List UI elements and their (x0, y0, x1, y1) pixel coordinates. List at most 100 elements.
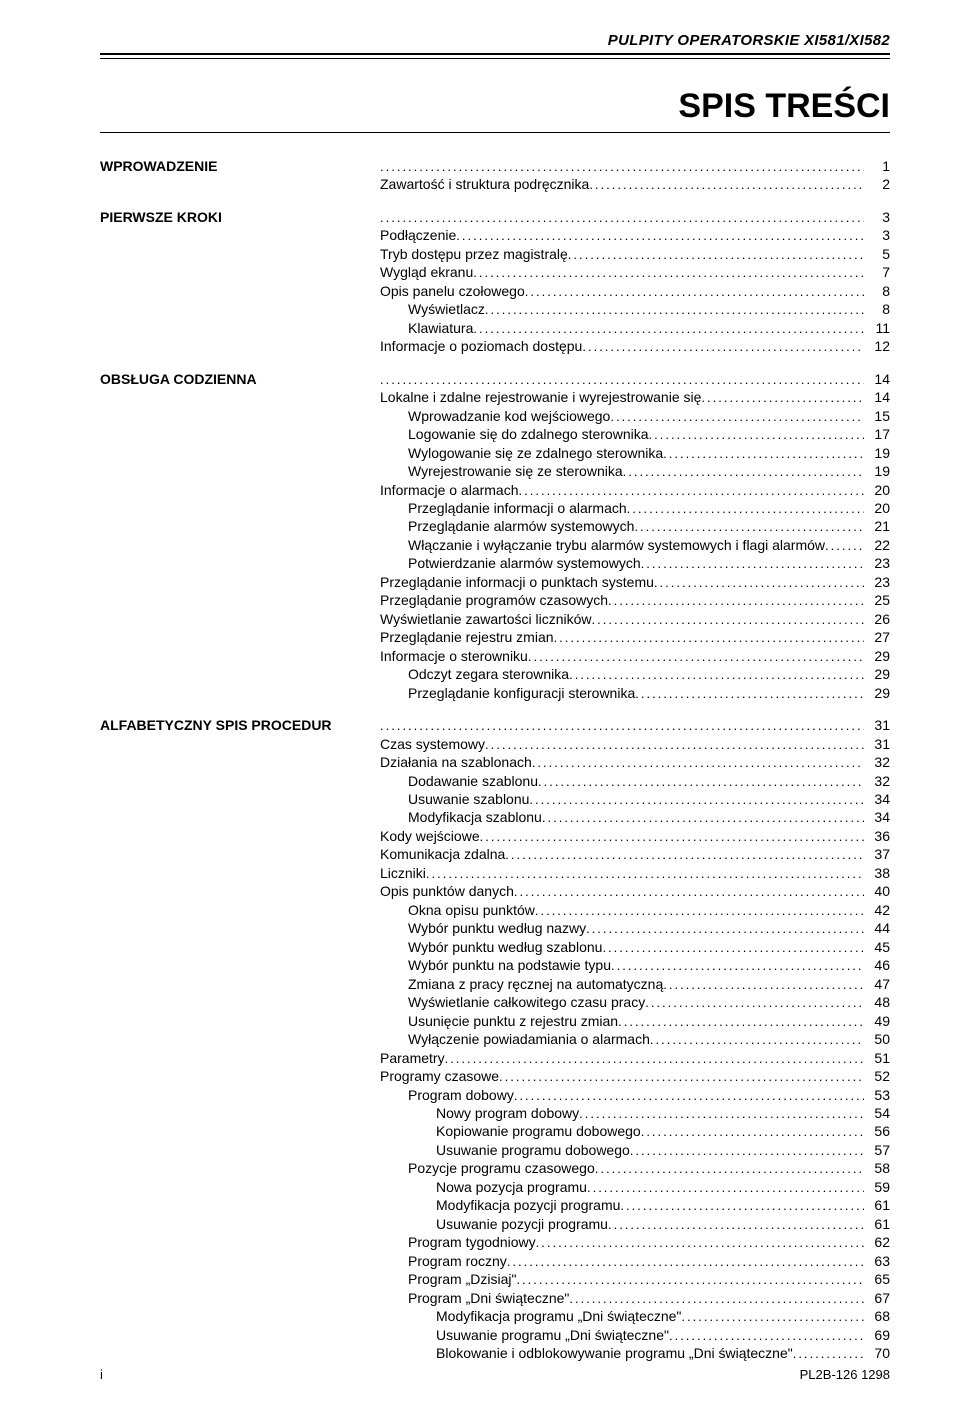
toc-entry-text: Opis panelu czołowego (380, 282, 525, 300)
toc-entry-row: Przeglądanie informacji o punktach syste… (100, 573, 890, 591)
toc-leader (641, 555, 864, 572)
toc-leader (380, 209, 864, 226)
toc-leader (505, 846, 864, 863)
toc-entry-row: Wybór punktu na podstawie typu 46 (100, 956, 890, 974)
toc-leader (649, 426, 865, 443)
toc-entry-row: Program „Dzisiaj" 65 (100, 1270, 890, 1288)
title-rule (100, 132, 890, 133)
toc-entry-row: Nowy program dobowy 54 (100, 1104, 890, 1122)
toc-entry-text: Usunięcie punktu z rejestru zmian (380, 1012, 618, 1030)
toc-page-number: 29 (864, 647, 890, 665)
toc-leader (635, 685, 864, 702)
toc-entry-text: Tryb dostępu przez magistralę (380, 245, 568, 263)
toc-entry-text: Przeglądanie rejestru zmian (380, 628, 554, 646)
toc-leader (586, 920, 864, 937)
toc-leader (536, 1234, 864, 1251)
toc-page-number: 57 (864, 1141, 890, 1159)
toc-entry-text: Przeglądanie programów czasowych (380, 591, 608, 609)
toc-section-row: PIERWSZE KROKI 3 (100, 208, 890, 226)
toc-leader (645, 994, 864, 1011)
toc-page-number: 3 (864, 208, 890, 226)
toc-leader (701, 389, 864, 406)
toc-page-number: 20 (864, 481, 890, 499)
toc-leader (473, 320, 864, 337)
toc-entry-row: Wylogowanie się ze zdalnego sterownika 1… (100, 444, 890, 462)
toc-leader (620, 1197, 864, 1214)
toc-page-number: 67 (864, 1289, 890, 1307)
toc-entry-row: Informacje o sterowniku 29 (100, 647, 890, 665)
toc-entry-row: Tryb dostępu przez magistralę 5 (100, 245, 890, 263)
toc-page-number: 14 (864, 370, 890, 388)
toc-entry-text: Wyrejestrowanie się ze sterownika (380, 462, 623, 480)
toc-leader (480, 828, 864, 845)
toc-entry-row: Działania na szablonach 32 (100, 753, 890, 771)
toc-leader (663, 976, 864, 993)
toc-entry-row: Logowanie się do zdalnego sterownika 17 (100, 425, 890, 443)
toc-page-number: 34 (864, 790, 890, 808)
toc-leader (669, 1327, 864, 1344)
toc-page-number: 38 (864, 864, 890, 882)
toc-leader (825, 537, 864, 554)
toc-entry-row: Usuwanie pozycji programu 61 (100, 1215, 890, 1233)
toc-entry-text: Program roczny (380, 1252, 507, 1270)
toc-leader (623, 463, 864, 480)
toc-entry-text: Modyfikacja pozycji programu (380, 1196, 620, 1214)
toc-entry-text: Wybór punktu na podstawie typu (380, 956, 611, 974)
toc-entry-text: Wybór punktu według nazwy (380, 919, 586, 937)
toc-entry-row: Program tygodniowy 62 (100, 1233, 890, 1251)
toc-entry-row: Kopiowanie programu dobowego 56 (100, 1122, 890, 1140)
toc-leader (654, 574, 864, 591)
toc-entry-text: Kody wejściowe (380, 827, 480, 845)
toc-entry-row: Wyświetlacz 8 (100, 300, 890, 318)
toc-entry-text: Kopiowanie programu dobowego (380, 1122, 641, 1140)
document-page: PULPITY OPERATORSKIE XI581/XI582 SPIS TR… (0, 0, 960, 1402)
toc-leader (535, 902, 864, 919)
toc-entry-row: Podłączenie 3 (100, 226, 890, 244)
toc-entry-row: Blokowanie i odblokowywanie programu „Dn… (100, 1344, 890, 1362)
toc-entry-text: Program „Dni świąteczne" (380, 1289, 569, 1307)
toc-leader (663, 445, 864, 462)
toc-page-number: 25 (864, 591, 890, 609)
toc-entry-row: Usuwanie szablonu 34 (100, 790, 890, 808)
toc-section-heading: WPROWADZENIE (100, 157, 380, 175)
toc-leader (608, 592, 864, 609)
toc-entry-text: Zmiana z pracy ręcznej na automatyczną (380, 975, 663, 993)
toc-entry-row: Wybór punktu według szablonu 45 (100, 938, 890, 956)
toc-leader (542, 809, 864, 826)
toc-entry-row: Kody wejściowe 36 (100, 827, 890, 845)
toc-leader (456, 227, 864, 244)
toc-entry-text: Zawartość i struktura podręcznika (380, 175, 589, 193)
toc-leader (380, 158, 864, 175)
toc-page-number: 29 (864, 665, 890, 683)
toc-entry-text: Wprowadzanie kod wejściowego (380, 407, 610, 425)
toc-page-number: 31 (864, 716, 890, 734)
toc-entry-row: Programy czasowe 52 (100, 1067, 890, 1085)
toc-entry-row: Wprowadzanie kod wejściowego 15 (100, 407, 890, 425)
toc-leader (499, 1068, 864, 1085)
toc-page-number: 21 (864, 517, 890, 535)
toc-entry-row: Klawiatura 11 (100, 319, 890, 337)
toc-entry-row: Wygląd ekranu 7 (100, 263, 890, 281)
toc-page-number: 26 (864, 610, 890, 628)
toc-entry-text: Wyświetlacz (380, 300, 485, 318)
toc-leader (568, 246, 864, 263)
toc-page-number: 17 (864, 425, 890, 443)
toc-entry-text: Komunikacja zdalna (380, 845, 505, 863)
toc-entry-row: Włączanie i wyłączanie trybu alarmów sys… (100, 536, 890, 554)
toc-entry-text: Informacje o alarmach (380, 481, 519, 499)
toc-leader (525, 283, 864, 300)
table-of-contents: WPROWADZENIE 1Zawartość i struktura podr… (100, 157, 890, 1363)
page-header: PULPITY OPERATORSKIE XI581/XI582 (100, 32, 890, 53)
toc-entry-text: Modyfikacja programu „Dni świąteczne" (380, 1307, 681, 1325)
toc-page-number: 48 (864, 993, 890, 1011)
toc-entry-row: Program dobowy 53 (100, 1086, 890, 1104)
toc-entry-text: Usuwanie programu „Dni świąteczne" (380, 1326, 669, 1344)
toc-entry-row: Przeglądanie programów czasowych 25 (100, 591, 890, 609)
toc-entry-text: Informacje o poziomach dostępu (380, 337, 582, 355)
toc-entry-text: Podłączenie (380, 226, 456, 244)
toc-page-number: 27 (864, 628, 890, 646)
toc-entry-text: Przeglądanie konfiguracji sterownika (380, 684, 635, 702)
toc-page-number: 15 (864, 407, 890, 425)
toc-page-number: 31 (864, 735, 890, 753)
toc-leader (380, 371, 864, 388)
